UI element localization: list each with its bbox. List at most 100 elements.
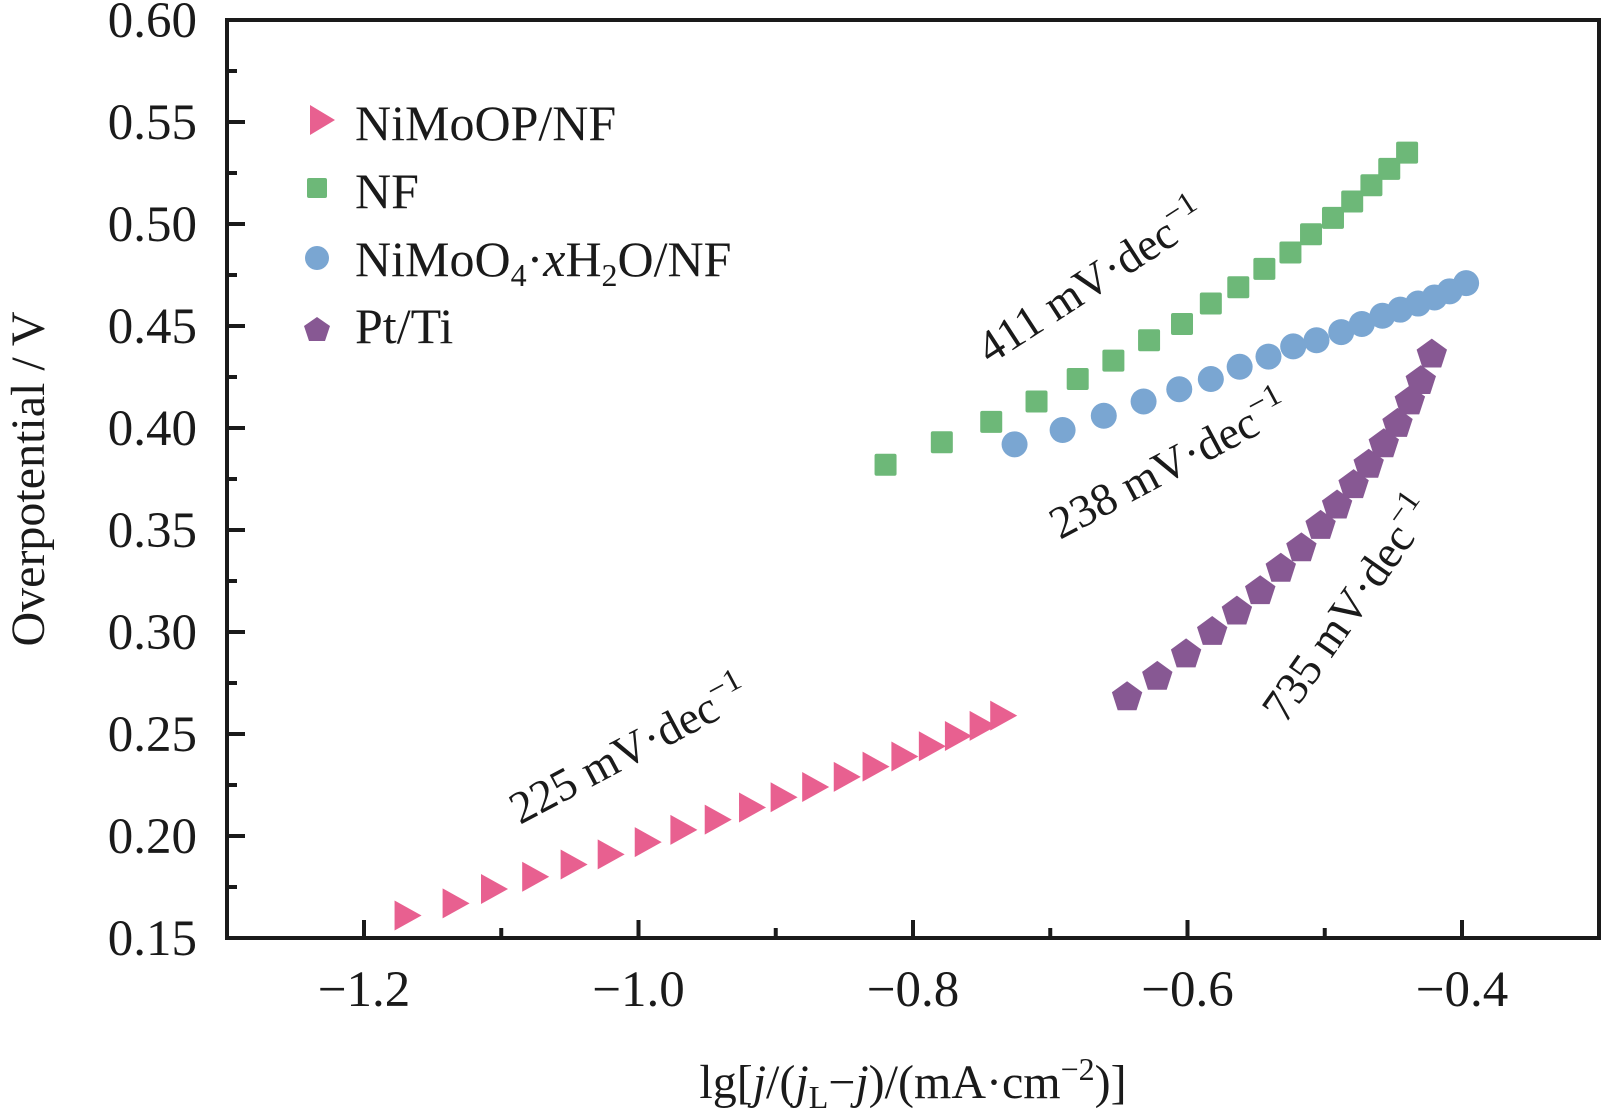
data-point-square	[874, 453, 897, 476]
data-point-triangle	[969, 710, 997, 741]
data-point-pentagon	[1382, 407, 1413, 437]
data-point-circle	[1453, 270, 1480, 297]
data-marks	[394, 141, 1480, 931]
data-point-pentagon	[1142, 660, 1173, 690]
data-point-circle	[1303, 327, 1330, 354]
series-pt-ti	[1111, 338, 1447, 711]
data-point-circle	[1348, 310, 1375, 337]
y-tick-label: 0.20	[108, 809, 197, 865]
x-tick-label: −1.2	[318, 962, 411, 1018]
y-tick-label: 0.50	[108, 197, 197, 253]
series-nimoo4-xh2o-nf	[1001, 270, 1480, 458]
data-point-triangle	[394, 900, 422, 931]
data-point-triangle	[442, 888, 470, 919]
legend-marker-square	[307, 178, 327, 198]
annotation-238: 238 mV·dec−1	[1038, 375, 1297, 549]
data-point-square	[980, 410, 1003, 433]
y-tick-label: 0.40	[108, 401, 197, 457]
legend: NiMoOP/NF NF NiMoO4·xH2O/NF Pt​/Ti	[304, 95, 731, 354]
data-point-square	[1138, 329, 1161, 352]
data-point-circle	[1226, 353, 1253, 380]
data-point-triangle	[522, 861, 550, 892]
data-point-triangle	[891, 741, 919, 772]
data-point-pentagon	[1221, 595, 1253, 625]
data-point-triangle	[481, 874, 509, 905]
data-point-triangle	[704, 804, 732, 835]
series-nimoop-nf	[394, 700, 1018, 931]
annotation-411: 411 mV·dec−1	[964, 183, 1214, 373]
data-point-pentagon	[1170, 638, 1202, 668]
x-tick-label: −0.4	[1416, 962, 1509, 1018]
data-point-triangle	[634, 827, 662, 858]
legend-label: NiMoO4·xH2O/NF	[355, 231, 731, 293]
legend-label: NF	[355, 163, 419, 219]
data-point-pentagon	[1265, 552, 1296, 582]
data-point-triangle	[802, 772, 830, 803]
x-tick-label: −0.6	[1141, 962, 1234, 1018]
legend-marker-triangle	[310, 105, 335, 135]
y-tick-label: 0.30	[108, 605, 197, 661]
data-point-square	[1279, 241, 1302, 264]
data-point-square	[1321, 206, 1344, 229]
data-point-circle	[1001, 431, 1028, 458]
annotation-225: 225 mV·dec−1	[498, 660, 757, 834]
data-point-triangle	[862, 751, 890, 782]
data-point-circle	[1049, 417, 1076, 444]
data-point-triangle	[918, 731, 946, 762]
y-tick-label: 0.60	[108, 0, 197, 49]
legend-item-nimoop: NiMoOP/NF	[310, 95, 616, 151]
data-point-triangle	[597, 839, 625, 870]
annotation-735: 735 mV·dec−1	[1246, 483, 1443, 731]
x-axis-title: lg[j/(jL−j)/(mA·cm−2)]	[699, 1051, 1126, 1113]
axis-ticks: −1.2 −1.0 −0.8 −0.6 −0.4 0.15 0.20 0.25 0.30 0.35…	[108, 0, 1509, 1018]
y-tick-label: 0.45	[108, 299, 197, 355]
y-tick-label: 0.15	[108, 911, 197, 967]
data-point-triangle	[833, 761, 861, 792]
data-point-square	[1102, 349, 1125, 372]
data-point-pentagon	[1111, 681, 1143, 711]
legend-marker-pentagon	[304, 317, 330, 341]
legend-marker-circle	[305, 246, 329, 270]
data-point-square	[1300, 223, 1323, 246]
y-tick-label: 0.55	[108, 95, 197, 151]
legend-label: NiMoOP/NF	[355, 95, 616, 151]
data-point-triangle	[560, 849, 588, 880]
plot-frame	[225, 18, 1601, 940]
legend-item-nimoo4: NiMoO4·xH2O/NF	[305, 231, 731, 293]
legend-label: Pt​/Ti	[355, 298, 453, 354]
data-point-circle	[1090, 402, 1117, 429]
legend-item-ptti: Pt​/Ti	[304, 298, 453, 354]
data-point-square	[1199, 292, 1222, 315]
data-point-square	[1341, 190, 1364, 213]
data-point-circle	[1280, 333, 1307, 360]
data-point-square	[1066, 368, 1089, 391]
data-point-triangle	[944, 721, 972, 752]
legend-item-nf: NF	[307, 163, 419, 219]
y-tick-label: 0.35	[108, 503, 197, 559]
data-point-pentagon	[1405, 365, 1436, 394]
y-axis-title: Overpotential / V	[2, 311, 55, 646]
data-point-square	[1396, 141, 1419, 164]
x-tick-label: −0.8	[867, 962, 960, 1018]
data-point-square	[1360, 174, 1383, 197]
data-point-triangle	[739, 792, 767, 823]
data-point-square	[1025, 390, 1048, 413]
data-point-pentagon	[1197, 616, 1228, 645]
series-nf	[874, 141, 1419, 476]
data-point-square	[1378, 157, 1401, 180]
data-point-triangle	[670, 814, 698, 845]
data-point-square	[1171, 312, 1194, 335]
data-point-circle	[1255, 343, 1282, 370]
data-point-pentagon	[1245, 575, 1276, 605]
data-point-circle	[1328, 319, 1355, 346]
x-tick-label: −1.0	[592, 962, 685, 1018]
data-point-square	[1253, 257, 1276, 280]
data-point-square	[930, 431, 953, 454]
data-point-circle	[1130, 388, 1157, 415]
y-tick-label: 0.25	[108, 707, 197, 763]
data-point-square	[1227, 276, 1250, 299]
data-point-triangle	[770, 782, 798, 813]
data-point-circle	[1166, 376, 1193, 403]
data-point-triangle	[990, 700, 1018, 731]
